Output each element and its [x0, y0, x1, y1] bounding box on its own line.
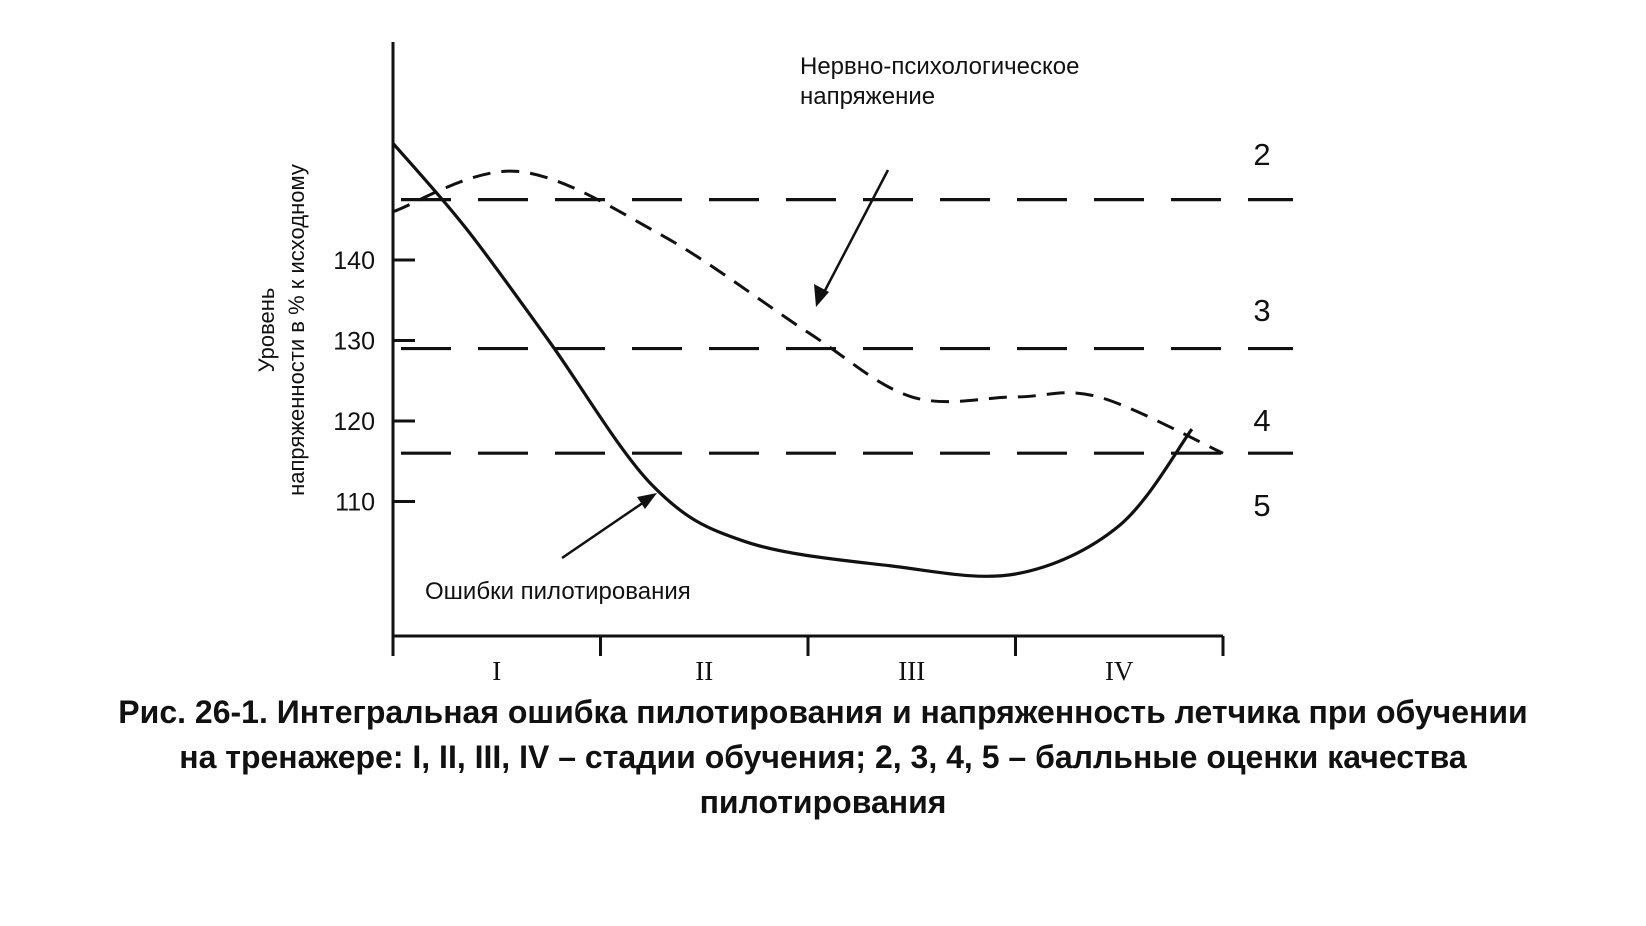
y-tick-label: 140: [333, 247, 375, 275]
caption-line-1: Рис. 26-1. Интегральная ошибка пилотиров…: [118, 694, 1528, 730]
annotation-errors-arrowhead: [637, 493, 657, 509]
series-stress-line: [392, 169, 1224, 455]
x-stage-label: IV: [1105, 656, 1134, 686]
x-stage-label: I: [492, 656, 501, 686]
y-tick-label: 130: [333, 328, 375, 356]
annotation-errors-arrow: [561, 496, 651, 560]
series-errors-line: [391, 142, 1194, 578]
annotation-stress-line2: напряжение: [800, 83, 935, 110]
grade-label-4: 4: [1253, 403, 1270, 438]
y-axis-title-line2: напряженности в % к исходному: [284, 164, 309, 496]
figure-caption: Рис. 26-1. Интегральная ошибка пилотиров…: [0, 690, 1646, 825]
y-tick-label: 110: [335, 489, 375, 517]
x-stage-label: II: [695, 656, 713, 686]
x-stage-label: III: [898, 656, 925, 686]
x-ticks: I II III IV: [391, 636, 1225, 686]
grade-label-3: 3: [1253, 293, 1270, 328]
y-ticks: 110 120 130 140: [333, 247, 415, 517]
caption-line-3: пилотирования: [699, 784, 947, 820]
grade-label-5: 5: [1253, 488, 1270, 523]
annotation-stress-arrowhead: [814, 284, 829, 307]
grade-lines: [401, 198, 1293, 455]
caption-line-2: на тренажере: I, II, III, IV – стадии об…: [179, 739, 1467, 775]
annotation-stress-arrow: [818, 169, 890, 301]
annotation-errors: Ошибки пилотирования: [425, 578, 691, 605]
y-tick-label: 120: [333, 408, 375, 436]
annotation-stress-line1: Нервно-психологическое: [800, 53, 1079, 80]
y-axis-title-line1: Уровень: [254, 288, 279, 373]
grade-label-2: 2: [1253, 137, 1270, 172]
